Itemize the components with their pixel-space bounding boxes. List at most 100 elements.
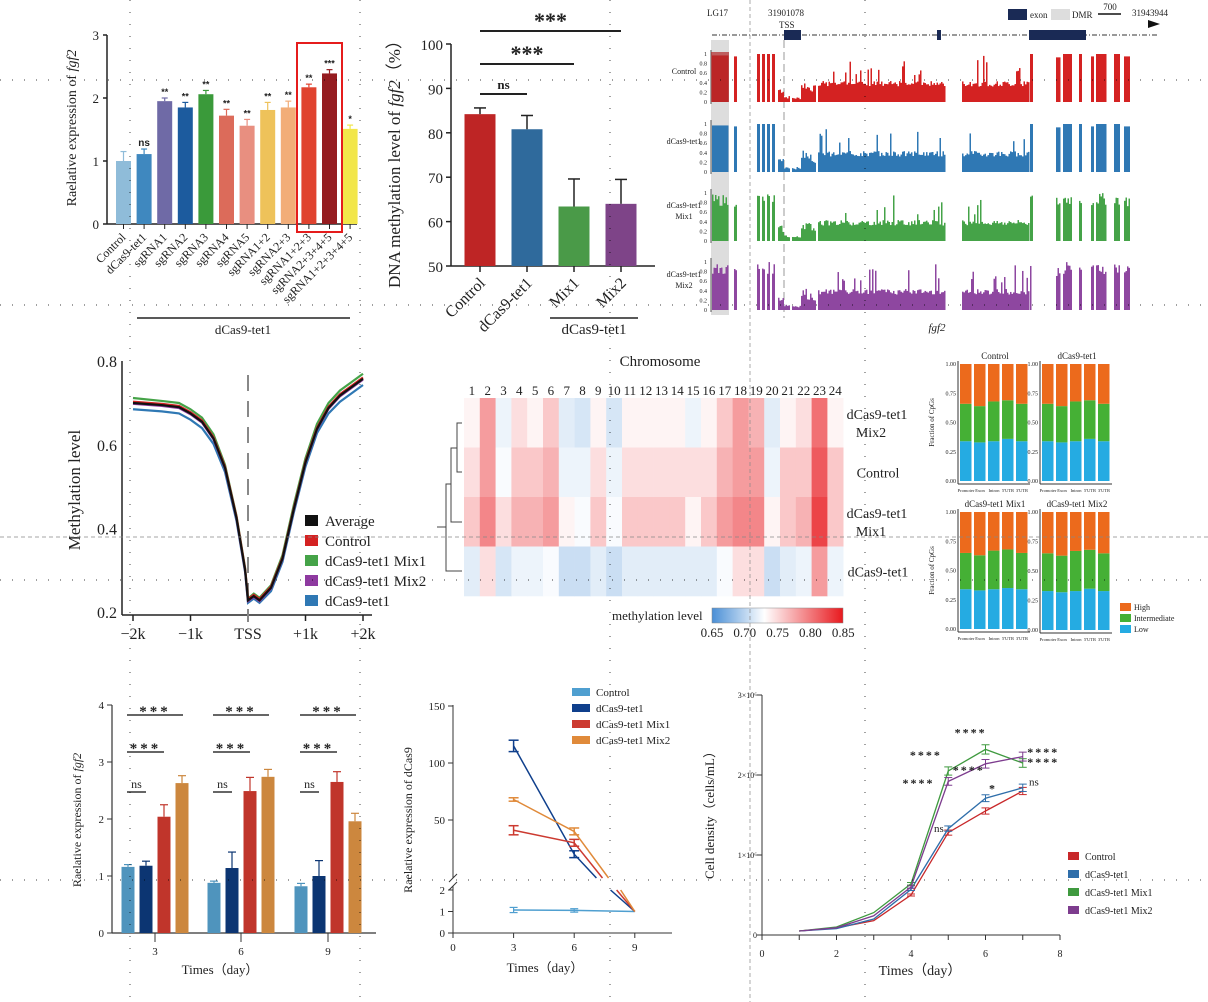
- y-tick-label: 0.75: [1028, 391, 1039, 397]
- methylation-bar: [1096, 124, 1098, 172]
- methylation-bar: [788, 305, 790, 310]
- methylation-bar: [869, 152, 871, 172]
- stacked-bar-segment: [974, 555, 986, 591]
- methylation-bar: [1066, 262, 1068, 310]
- stacked-bar-segment: [960, 403, 972, 442]
- bar: [605, 203, 637, 266]
- stacked-bar-segment: [1056, 555, 1068, 593]
- x-axis-label: Times（day）: [182, 962, 259, 977]
- significance-label: ****: [955, 726, 987, 740]
- methylation-bar: [911, 293, 913, 310]
- column-label: 15: [687, 383, 700, 398]
- methylation-bar: [807, 223, 809, 241]
- methylation-bar: [914, 75, 916, 102]
- methylation-bar: [1128, 126, 1130, 172]
- x-tick-label: 0: [450, 942, 456, 954]
- methylation-bar: [843, 280, 845, 310]
- methylation-bar: [867, 293, 869, 310]
- track-y-tick-label: 0.2: [700, 90, 708, 96]
- methylation-bar: [978, 292, 980, 310]
- bar: [121, 866, 135, 933]
- group-label: dCas9-tet1: [215, 322, 271, 337]
- methylation-bar: [1125, 56, 1127, 102]
- x-tick-label: Exon: [1057, 488, 1067, 493]
- methylation-bar: [993, 221, 995, 241]
- methylation-bar: [1080, 203, 1082, 241]
- track-y-tick-label: 0: [704, 239, 707, 245]
- methylation-bar: [905, 156, 907, 172]
- heatmap-cell: [527, 546, 544, 597]
- heatmap-cell: [590, 546, 607, 597]
- methylation-bar: [734, 56, 736, 102]
- methylation-bar: [763, 124, 765, 172]
- track-y-tick-label: 0.2: [700, 229, 708, 235]
- methylation-bar: [879, 84, 881, 102]
- stacked-bar-segment: [1056, 364, 1068, 407]
- x-tick-label: Mix2: [593, 275, 630, 312]
- methylation-bar: [869, 86, 871, 102]
- methylation-bar: [1105, 124, 1107, 172]
- methylation-bar: [1124, 126, 1126, 172]
- x-tick-label: 6: [571, 942, 577, 954]
- methylation-bar: [792, 306, 794, 310]
- methylation-bar: [795, 98, 797, 102]
- methylation-bar: [890, 81, 892, 102]
- methylation-bar: [727, 265, 729, 310]
- methylation-bar: [814, 162, 816, 172]
- methylation-bar: [873, 221, 875, 241]
- heatmap-cell: [464, 398, 481, 448]
- row-label: Mix1: [856, 525, 886, 540]
- heatmap-cell: [622, 398, 639, 448]
- track-y-tick-label: 0: [704, 170, 707, 176]
- methylation-bar: [719, 125, 721, 172]
- y-tick-label: 0.75: [946, 391, 957, 397]
- heatmap-cell: [811, 497, 828, 547]
- methylation-bar: [804, 294, 806, 310]
- methylation-bar: [796, 306, 798, 310]
- panel-cell-density-growth: 0 1×10⁶ 2×10⁶ 3×10⁶ 0 2 4 6 8 Cell density（cells/…: [702, 691, 1153, 979]
- y-tick-label: 0.2: [97, 605, 117, 622]
- heatmap-cell: [495, 497, 512, 547]
- methylation-bar: [1026, 81, 1028, 102]
- stacked-bar-segment: [1002, 400, 1014, 439]
- x-tick-label: 9: [325, 946, 331, 958]
- methylation-bar: [762, 196, 764, 241]
- methylation-bar: [999, 155, 1001, 172]
- methylation-bar: [857, 82, 859, 102]
- stacked-bar-segment: [1070, 364, 1082, 402]
- methylation-bar: [1127, 126, 1129, 172]
- methylation-bar: [833, 71, 835, 102]
- column-label: 17: [718, 383, 732, 398]
- methylation-bar: [912, 290, 914, 310]
- stacked-bar-segment: [1016, 552, 1028, 590]
- methylation-bar: [906, 290, 908, 310]
- methylation-bar: [900, 291, 902, 310]
- methylation-bar: [1028, 291, 1030, 310]
- methylation-bar: [891, 293, 893, 310]
- heatmap-cell: [701, 546, 718, 597]
- methylation-bar: [872, 269, 874, 310]
- significance-label: ns: [1029, 776, 1039, 788]
- stacked-subplot: dCas9-tet1 0.00 0.25 0.50 0.75 1.00 Promoter Ex…: [1028, 351, 1112, 493]
- methylation-bar: [860, 70, 862, 102]
- stacked-bar-segment: [974, 590, 986, 629]
- x-tick-label: Intron: [989, 636, 1001, 641]
- methylation-bar: [974, 151, 976, 172]
- methylation-bar: [932, 220, 934, 241]
- methylation-bar: [1070, 269, 1072, 310]
- bar: [207, 882, 221, 933]
- methylation-bar: [1063, 273, 1065, 310]
- methylation-bar: [1017, 220, 1019, 241]
- methylation-bar: [1066, 202, 1068, 241]
- methylation-bar: [990, 152, 992, 172]
- legend-swatch: [572, 736, 590, 744]
- heatmap-cell: [795, 447, 812, 498]
- methylation-bar: [897, 154, 899, 172]
- methylation-bar: [758, 54, 760, 102]
- methylation-bar: [990, 224, 992, 241]
- methylation-bar: [1002, 224, 1004, 241]
- heatmap-cell: [479, 447, 496, 498]
- x-tick-label: Exon: [975, 488, 985, 493]
